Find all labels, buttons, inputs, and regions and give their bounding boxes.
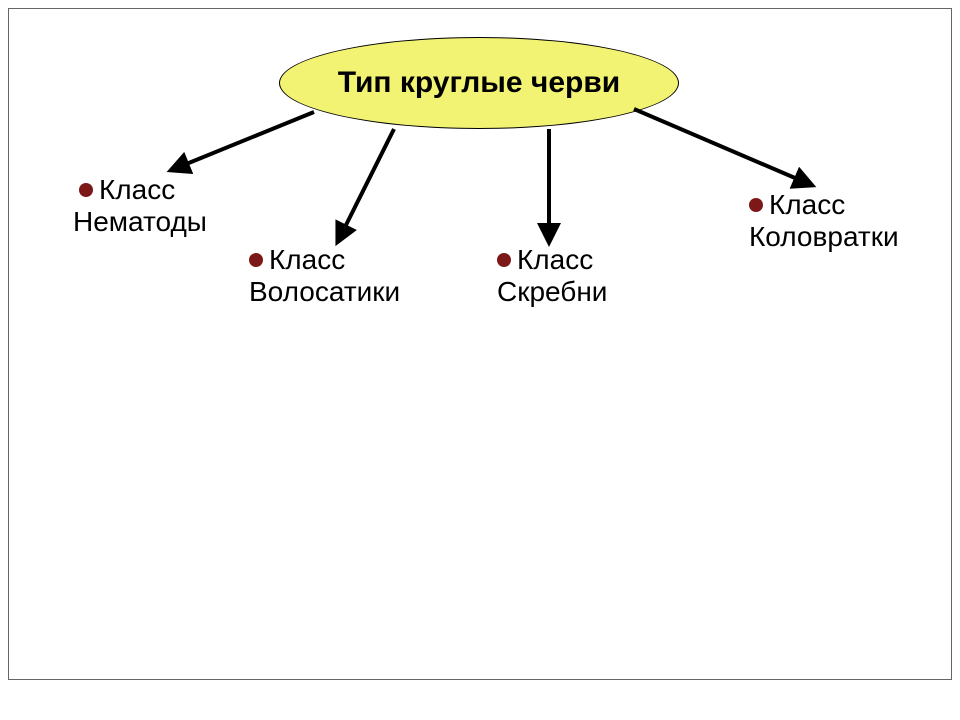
bullet-icon — [749, 198, 763, 212]
class-label-line2: Коловратки — [749, 221, 899, 253]
arrow — [339, 129, 394, 239]
bullet-icon — [497, 253, 511, 267]
class-item: КлассВолосатики — [249, 244, 400, 308]
bullet-icon — [79, 183, 93, 197]
class-label-line1: Класс — [99, 174, 175, 205]
bullet-icon — [249, 253, 263, 267]
class-label-line2: Нематоды — [73, 206, 207, 238]
root-label: Тип круглые черви — [338, 66, 620, 100]
slide-frame: Тип круглые черви КлассНематодыКлассВоло… — [8, 8, 952, 680]
root-node: Тип круглые черви — [279, 37, 679, 129]
class-label-line1: Класс — [517, 244, 593, 275]
class-item: КлассНематоды — [79, 174, 207, 238]
class-label-line1: Класс — [269, 244, 345, 275]
class-item: КлассСкребни — [497, 244, 607, 308]
class-label-line2: Волосатики — [249, 276, 400, 308]
class-label-line2: Скребни — [497, 276, 607, 308]
arrow — [634, 109, 809, 184]
class-item: КлассКоловратки — [749, 189, 899, 253]
class-label-line1: Класс — [769, 189, 845, 220]
arrow — [174, 112, 314, 169]
